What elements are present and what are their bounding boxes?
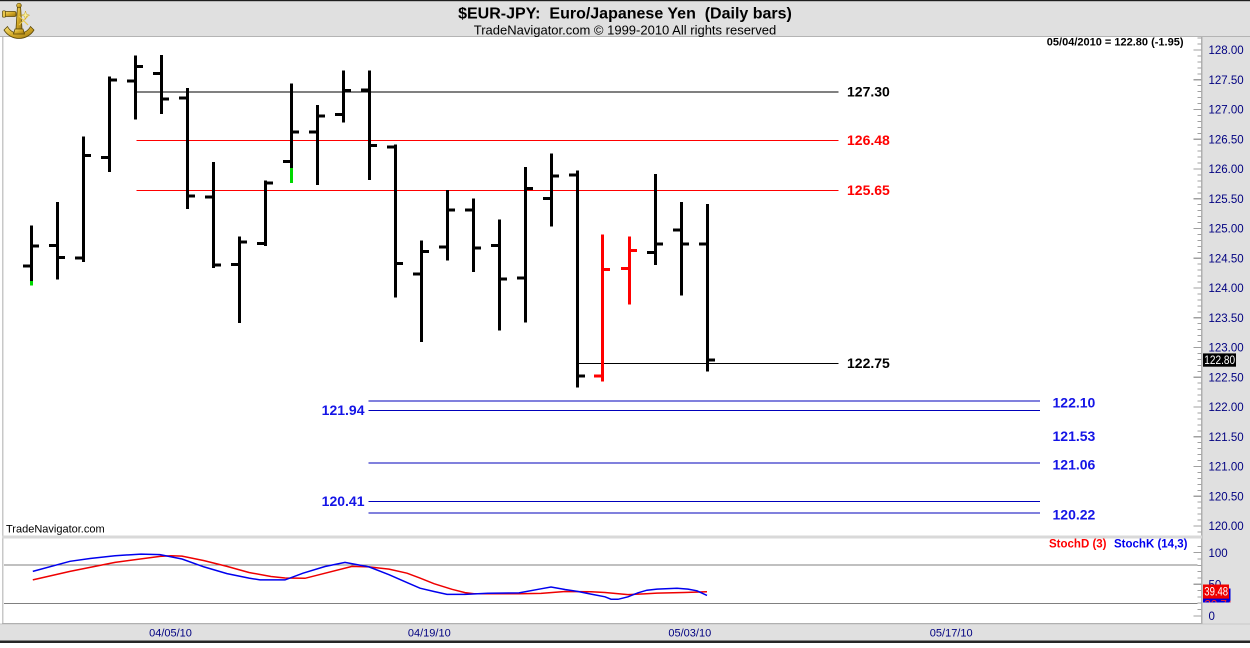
svg-text:120.41: 120.41 <box>322 493 365 509</box>
svg-text:128.00: 128.00 <box>1209 45 1244 57</box>
svg-text:122.00: 122.00 <box>1209 402 1244 414</box>
svg-text:05/03/10: 05/03/10 <box>668 627 711 639</box>
svg-text:127.50: 127.50 <box>1209 75 1244 87</box>
svg-text:126.50: 126.50 <box>1209 134 1244 146</box>
svg-text:04/05/10: 04/05/10 <box>149 627 192 639</box>
svg-text:04/19/10: 04/19/10 <box>408 627 451 639</box>
svg-text:121.94: 121.94 <box>322 402 365 418</box>
svg-text:121.50: 121.50 <box>1209 432 1244 444</box>
svg-text:120.22: 120.22 <box>1053 506 1096 522</box>
svg-text:127.00: 127.00 <box>1209 105 1244 117</box>
svg-text:123.00: 123.00 <box>1209 343 1244 355</box>
svg-text:0: 0 <box>1209 611 1215 623</box>
svg-text:125.50: 125.50 <box>1209 194 1244 206</box>
svg-text:123.50: 123.50 <box>1209 313 1244 325</box>
svg-text:124.50: 124.50 <box>1209 253 1244 265</box>
svg-text:120.50: 120.50 <box>1209 491 1244 503</box>
svg-text:125.00: 125.00 <box>1209 224 1244 236</box>
svg-text:05/17/10: 05/17/10 <box>930 627 973 639</box>
svg-text:TradeNavigator.com © 1999-2010: TradeNavigator.com © 1999-2010 All right… <box>474 23 776 38</box>
svg-text:125.65: 125.65 <box>847 182 890 198</box>
svg-text:124.00: 124.00 <box>1209 283 1244 295</box>
svg-text:122.80: 122.80 <box>1204 355 1235 367</box>
svg-text:122.75: 122.75 <box>847 355 890 371</box>
svg-text:122.50: 122.50 <box>1209 372 1244 384</box>
svg-text:StochK (14,3): StochK (14,3) <box>1114 539 1188 551</box>
svg-text:126.48: 126.48 <box>847 132 890 148</box>
svg-text:05/04/2010 = 122.80 (-1.95): 05/04/2010 = 122.80 (-1.95) <box>1047 36 1184 48</box>
svg-text:126.00: 126.00 <box>1209 164 1244 176</box>
svg-text:121.06: 121.06 <box>1053 456 1096 472</box>
svg-text:$EUR-JPY: Euro/Japanese Yen: $EUR-JPY: Euro/Japanese Yen (Daily bars) <box>458 6 792 23</box>
svg-text:100: 100 <box>1209 548 1228 560</box>
svg-text:121.00: 121.00 <box>1209 462 1244 474</box>
svg-text:TradeNavigator.com: TradeNavigator.com <box>6 524 105 536</box>
svg-text:127.30: 127.30 <box>847 83 890 99</box>
svg-text:39.48: 39.48 <box>1204 586 1228 598</box>
svg-text:122.10: 122.10 <box>1053 395 1096 411</box>
svg-text:StochD (3): StochD (3) <box>1049 539 1107 551</box>
svg-text:120.00: 120.00 <box>1209 521 1244 533</box>
svg-text:121.53: 121.53 <box>1053 428 1096 444</box>
